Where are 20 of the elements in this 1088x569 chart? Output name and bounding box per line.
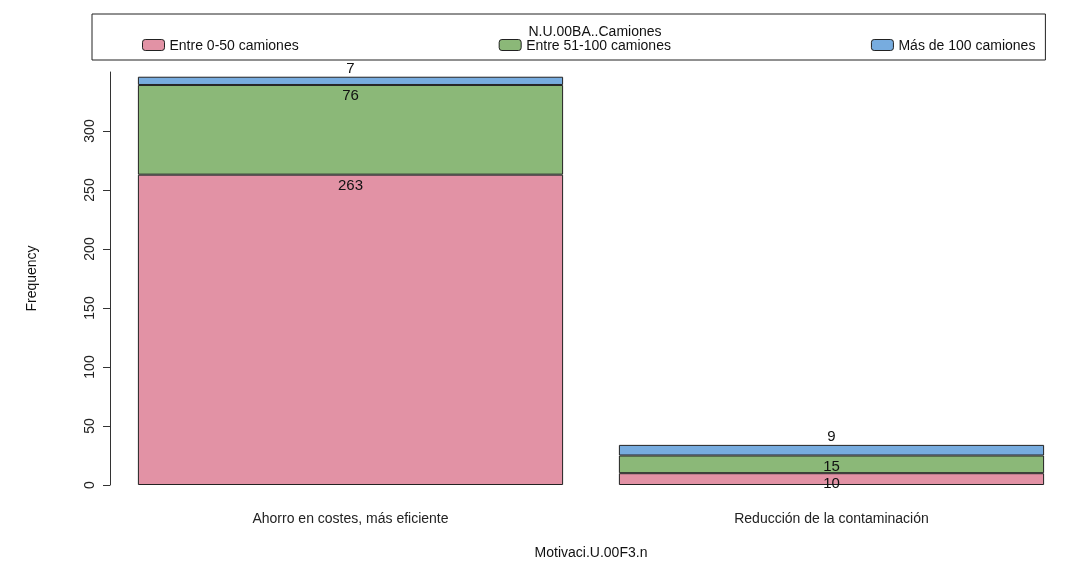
data-label: 15 xyxy=(823,456,840,474)
y-tick-label: 200 xyxy=(81,237,97,261)
x-tick-label: Reducción de la contaminación xyxy=(734,510,929,526)
y-tick-label: 50 xyxy=(81,418,97,434)
y-tick-label: 250 xyxy=(81,178,97,202)
y-axis-title: Frequency xyxy=(23,245,39,312)
x-tick-label: Ahorro en costes, más eficiente xyxy=(252,510,449,526)
y-tick-label: 150 xyxy=(81,296,97,320)
legend-label: Más de 100 camiones xyxy=(898,37,1036,53)
x-axis-title: Motivaci.U.00F3.n xyxy=(534,544,648,560)
y-tick-label: 0 xyxy=(81,480,97,489)
legend-title: N.U.00BA..Camiones xyxy=(528,23,662,39)
legend-label: Entre 0-50 camiones xyxy=(169,37,299,53)
data-label: 76 xyxy=(342,85,359,103)
data-label: 7 xyxy=(346,58,355,76)
data-label: 9 xyxy=(827,426,836,444)
y-tick-label: 300 xyxy=(81,119,97,143)
legend-label: Entre 51-100 camiones xyxy=(526,37,671,53)
data-label: 263 xyxy=(337,175,364,193)
y-tick-label: 100 xyxy=(81,355,97,379)
